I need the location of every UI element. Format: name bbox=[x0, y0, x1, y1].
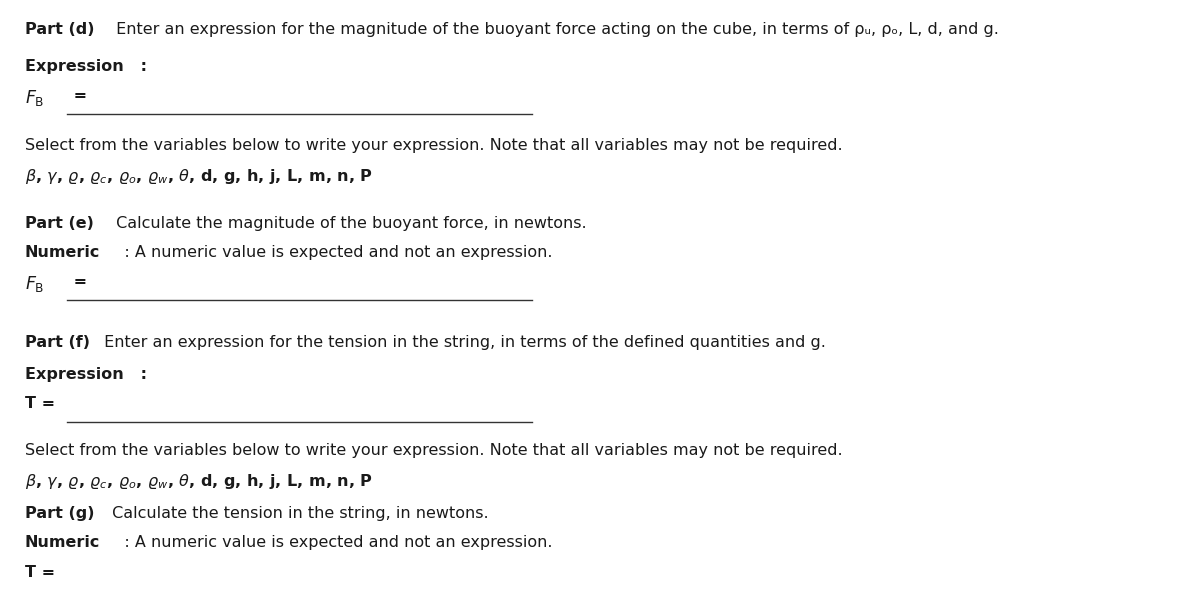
Text: Enter an expression for the magnitude of the buoyant force acting on the cube, i: Enter an expression for the magnitude of… bbox=[110, 22, 998, 37]
Text: $\beta$, $\gamma$, $\varrho$, $\varrho_c$, $\varrho_o$, $\varrho_w$, $\theta$, d: $\beta$, $\gamma$, $\varrho$, $\varrho_c… bbox=[25, 167, 373, 186]
Text: Enter an expression for the tension in the string, in terms of the defined quant: Enter an expression for the tension in t… bbox=[100, 335, 827, 350]
Text: Select from the variables below to write your expression. Note that all variable: Select from the variables below to write… bbox=[25, 442, 842, 458]
Text: $\beta$, $\gamma$, $\varrho$, $\varrho_c$, $\varrho_o$, $\varrho_w$, $\theta$, d: $\beta$, $\gamma$, $\varrho$, $\varrho_c… bbox=[25, 472, 373, 491]
Text: Calculate the magnitude of the buoyant force, in newtons.: Calculate the magnitude of the buoyant f… bbox=[110, 216, 587, 231]
Text: Expression   :: Expression : bbox=[25, 59, 146, 74]
Text: Numeric: Numeric bbox=[25, 535, 100, 551]
Text: $F_\mathrm{B}$: $F_\mathrm{B}$ bbox=[25, 88, 44, 108]
Text: $F_\mathrm{B}$: $F_\mathrm{B}$ bbox=[25, 274, 44, 294]
Text: =: = bbox=[68, 274, 88, 289]
Text: T =: T = bbox=[25, 396, 55, 411]
Text: T =: T = bbox=[25, 564, 55, 580]
Text: Expression   :: Expression : bbox=[25, 367, 146, 382]
Text: Part (g): Part (g) bbox=[25, 507, 95, 521]
Text: Calculate the tension in the string, in newtons.: Calculate the tension in the string, in … bbox=[108, 507, 490, 521]
Text: Part (f): Part (f) bbox=[25, 335, 90, 350]
Text: Part (e): Part (e) bbox=[25, 216, 94, 231]
Text: : A numeric value is expected and not an expression.: : A numeric value is expected and not an… bbox=[108, 535, 552, 551]
Text: =: = bbox=[68, 88, 88, 103]
Text: Part (d): Part (d) bbox=[25, 22, 95, 37]
Text: Numeric: Numeric bbox=[25, 245, 100, 260]
Text: : A numeric value is expected and not an expression.: : A numeric value is expected and not an… bbox=[108, 245, 552, 260]
Text: Select from the variables below to write your expression. Note that all variable: Select from the variables below to write… bbox=[25, 138, 842, 153]
